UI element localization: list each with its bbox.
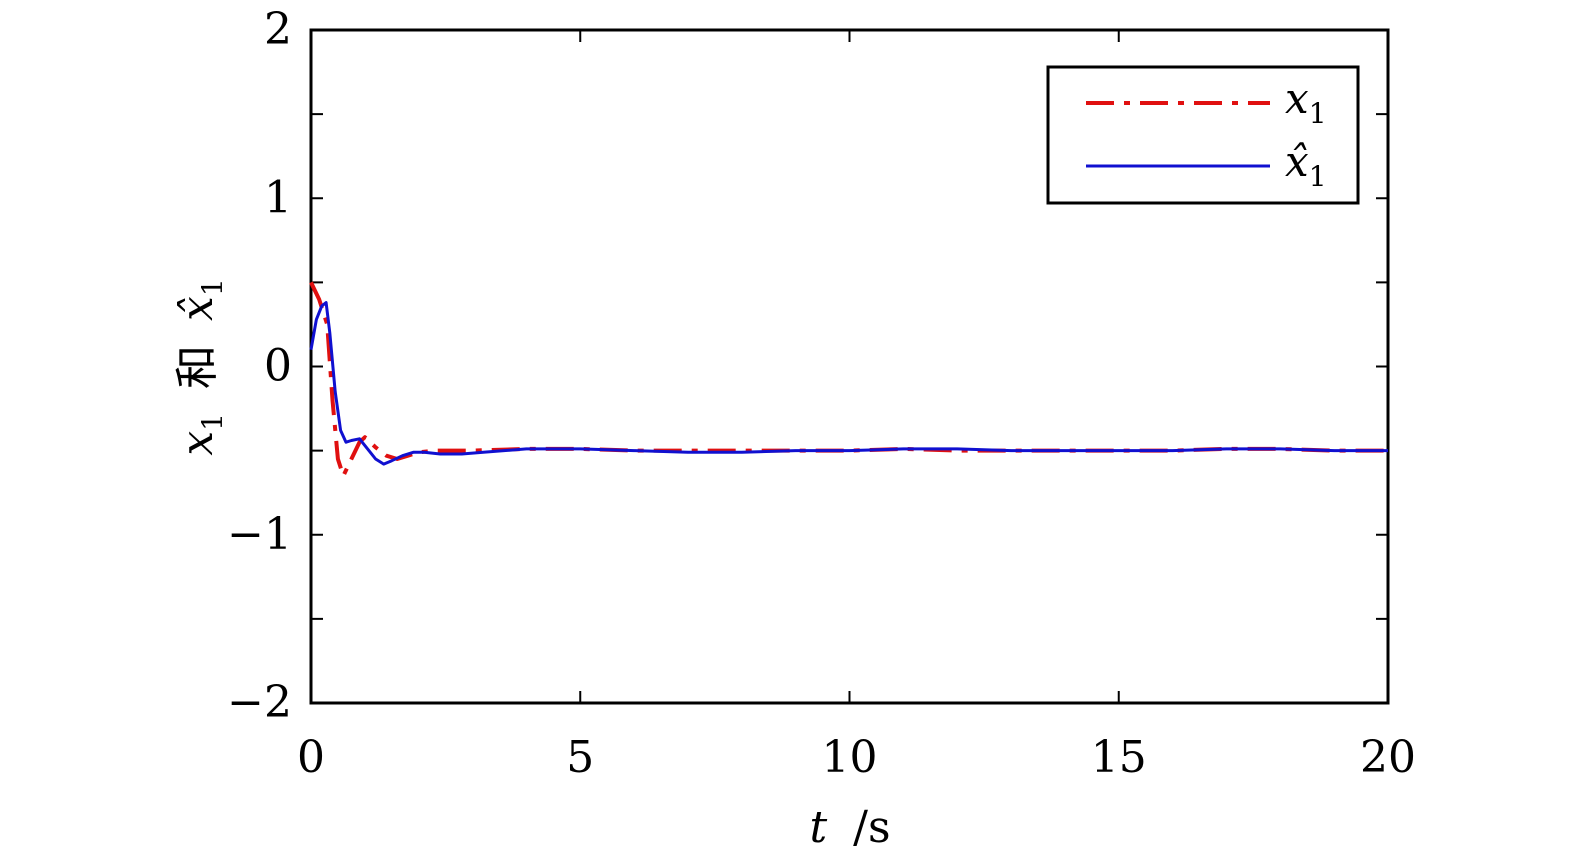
x-tick-label-1: 5 — [566, 732, 594, 783]
x-tick-label-3: 15 — [1091, 732, 1147, 783]
x-axis-label-var: t — [809, 802, 827, 853]
y-tick-labels: −2 −1 0 1 2 — [227, 4, 292, 728]
x-tick-labels: 0 5 10 15 20 — [297, 732, 1416, 783]
series-line-xhat1 — [309, 301, 1388, 466]
y-axis-label-conj: 和 — [172, 345, 223, 389]
y-axis-label-xhat-sub: 1 — [196, 278, 229, 296]
y-axis-label-x-sub: 1 — [196, 413, 229, 431]
y-tick-label-0: −2 — [227, 677, 292, 728]
x-tick-label-0: 0 — [297, 732, 325, 783]
y-axis-label-x: x — [172, 431, 223, 456]
y-tick-label-3: 1 — [264, 172, 292, 223]
series-layer — [309, 281, 1388, 478]
y-axis-label: x1 和 x̂1 — [172, 278, 233, 455]
legend-label-x1: x1 — [1285, 74, 1327, 130]
y-tick-label-1: −1 — [227, 509, 292, 560]
legend-label-xhat1: x̂1 — [1285, 137, 1327, 193]
y-tick-label-2: 0 — [264, 341, 292, 392]
x-tick-label-4: 20 — [1360, 732, 1416, 783]
legend-box — [1046, 65, 1360, 205]
x-tick-label-2: 10 — [822, 732, 878, 783]
y-axis-label-xhat: x̂ — [172, 296, 223, 321]
legend: x1 x̂1 — [1046, 65, 1360, 205]
x-axis-label-unit: /s — [853, 802, 890, 853]
y-tick-label-4: 2 — [264, 4, 292, 55]
x-axis-label: t /s — [809, 802, 890, 853]
